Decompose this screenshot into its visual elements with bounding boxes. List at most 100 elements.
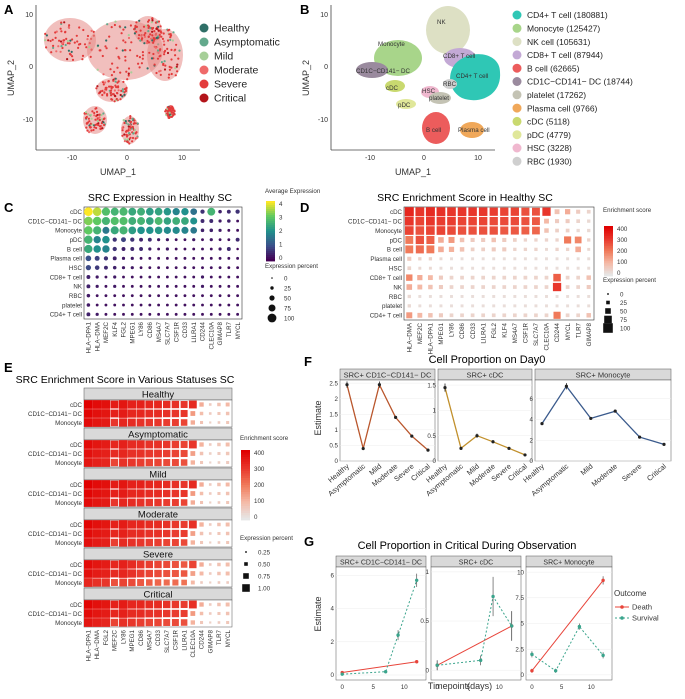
heatmap-row-label: Monocyte <box>55 420 82 427</box>
heatmap-mark <box>127 520 137 529</box>
dotplot-mark <box>86 284 91 289</box>
umap-a-point <box>108 35 111 38</box>
heatmap-mark <box>110 529 119 538</box>
umap-a-point <box>151 27 154 30</box>
y-tick-label: 1 <box>426 569 430 576</box>
heatmap-mark <box>217 531 221 536</box>
heatmap-facet-label: Healthy <box>142 390 174 401</box>
umap-a-point <box>73 41 76 44</box>
dotplot-mark <box>491 285 496 289</box>
umap-a-point <box>114 84 117 87</box>
dotplot-gene-label: MYCL <box>565 322 572 340</box>
dotplot-mark <box>94 265 100 270</box>
umap-a-point <box>52 44 55 48</box>
dotplot-mark <box>576 285 581 289</box>
cluster-label: B cell <box>426 127 441 134</box>
x-tick-label: 5 <box>467 684 471 691</box>
umap-a-point <box>164 64 167 67</box>
dotplot-mark <box>481 266 485 270</box>
umap-a-point <box>159 54 162 57</box>
heatmap-mark <box>119 538 128 547</box>
umap-a-point <box>64 43 67 47</box>
dotplot-mark <box>139 256 143 260</box>
heatmap-mark <box>163 409 171 418</box>
umap-a-ylabel: UMAP_2 <box>6 60 16 96</box>
umap-a-point <box>105 39 108 42</box>
heatmap-mark <box>226 620 230 625</box>
umap-a-point <box>137 37 140 40</box>
umap-a-xlabel: UMAP_1 <box>100 167 136 177</box>
umap-a-point <box>98 125 102 128</box>
dotplot-mark <box>148 312 152 316</box>
heatmap-mark <box>110 458 119 467</box>
dotplot-mark <box>491 237 496 243</box>
colorbar-step <box>241 487 250 491</box>
dotplot-mark <box>587 266 591 270</box>
dotplot-mark <box>574 236 582 244</box>
cluster-label: CD1C−CD141− DC <box>356 68 411 75</box>
dotplot-mark <box>183 294 187 298</box>
umap-a-point <box>96 119 99 123</box>
dotplot-mark <box>84 216 93 226</box>
legend-swatch <box>512 116 522 126</box>
dotplot-gene-label: FGL2 <box>491 322 498 338</box>
dotplot-gene-label: MEF2C <box>417 322 424 344</box>
colorbar-tick: 400 <box>254 450 265 457</box>
dotplot-mark <box>449 313 454 318</box>
y-tick-label: 6 <box>530 396 534 403</box>
umap-a-point <box>77 46 80 50</box>
umap-a-point <box>126 78 129 81</box>
colorbar-step <box>241 475 250 479</box>
cluster-label: RBC <box>443 81 457 88</box>
umap-a-point <box>174 54 177 57</box>
heatmap-mark <box>154 569 162 578</box>
umap-a-point <box>85 122 88 125</box>
umap-a-point <box>116 66 119 69</box>
heatmap-mark <box>180 499 188 506</box>
dotplot-mark <box>544 285 549 289</box>
umap-a-point <box>121 90 125 93</box>
data-point <box>638 435 642 439</box>
dotplot-mark <box>148 303 152 307</box>
colorbar-step <box>604 241 613 244</box>
umap-a-point <box>138 34 141 37</box>
umap-a-point <box>55 50 58 53</box>
dotplot-mark <box>450 304 453 308</box>
size-legend-mark <box>244 562 248 566</box>
dotplot-mark <box>415 216 425 226</box>
heatmap-mark <box>180 490 188 497</box>
colorbar-step <box>604 227 613 230</box>
dotplot-gene-label: LILRA1 <box>480 322 487 343</box>
dotplot-mark <box>534 238 538 242</box>
umap-a-point <box>98 116 101 119</box>
size-legend-mark <box>242 584 250 592</box>
umap-a-point <box>109 68 112 71</box>
umap-a-point <box>147 35 150 38</box>
umap-a-point <box>129 121 132 124</box>
dotplot-mark <box>428 266 432 270</box>
heatmap-gene-label: FGL2 <box>103 629 110 645</box>
heatmap-facet-label: Mild <box>149 470 166 481</box>
colorbar-step <box>241 454 250 458</box>
colorbar-step <box>241 489 250 493</box>
dotplot-mark <box>102 226 110 234</box>
heatmap-row-label: CD1C−CD141− DC <box>28 491 83 498</box>
line-facet-label: SRC+ Monocyte <box>576 371 631 380</box>
dotplot-mark <box>165 266 169 270</box>
umap-a-point <box>161 37 164 41</box>
dotplot-mark <box>404 207 414 217</box>
umap-a-point <box>129 128 132 131</box>
dotplot-mark <box>492 294 496 298</box>
series-line <box>346 382 429 451</box>
dotplot-mark <box>447 226 456 235</box>
dotplot-mark <box>181 207 189 216</box>
data-point <box>340 672 344 676</box>
umap-a-point <box>131 125 134 128</box>
umap-a-point <box>131 117 134 120</box>
x-tick-label: Mild <box>579 462 595 478</box>
umap-a-point <box>129 124 132 127</box>
umap-a-point <box>151 34 154 37</box>
dotplot-mark <box>459 247 465 252</box>
umap-a-point <box>147 30 150 33</box>
umap-a-point <box>59 50 62 53</box>
